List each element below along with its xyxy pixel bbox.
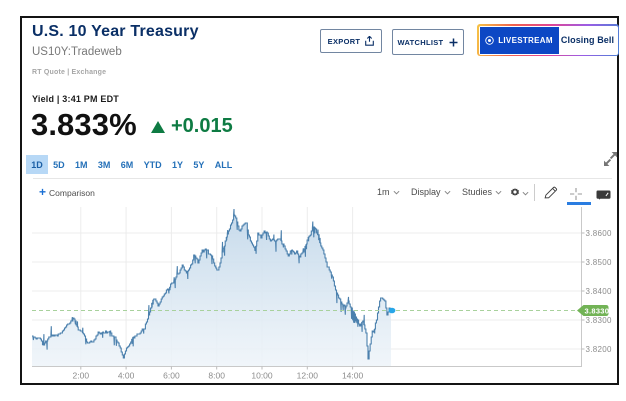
svg-text:6:00: 6:00: [163, 371, 180, 381]
svg-text:10:00: 10:00: [251, 371, 273, 381]
svg-text:3.8600: 3.8600: [586, 229, 613, 238]
svg-text:8:00: 8:00: [208, 371, 225, 381]
svg-text:2:00: 2:00: [73, 371, 90, 381]
svg-text:3.8400: 3.8400: [586, 287, 613, 296]
svg-text:3.8300: 3.8300: [586, 316, 613, 325]
svg-text:3.8500: 3.8500: [586, 258, 613, 267]
svg-text:3.8200: 3.8200: [586, 345, 613, 354]
svg-text:12:00: 12:00: [297, 371, 319, 381]
svg-text:4:00: 4:00: [118, 371, 135, 381]
svg-text:14:00: 14:00: [342, 371, 364, 381]
svg-text:3.8330: 3.8330: [585, 307, 610, 316]
